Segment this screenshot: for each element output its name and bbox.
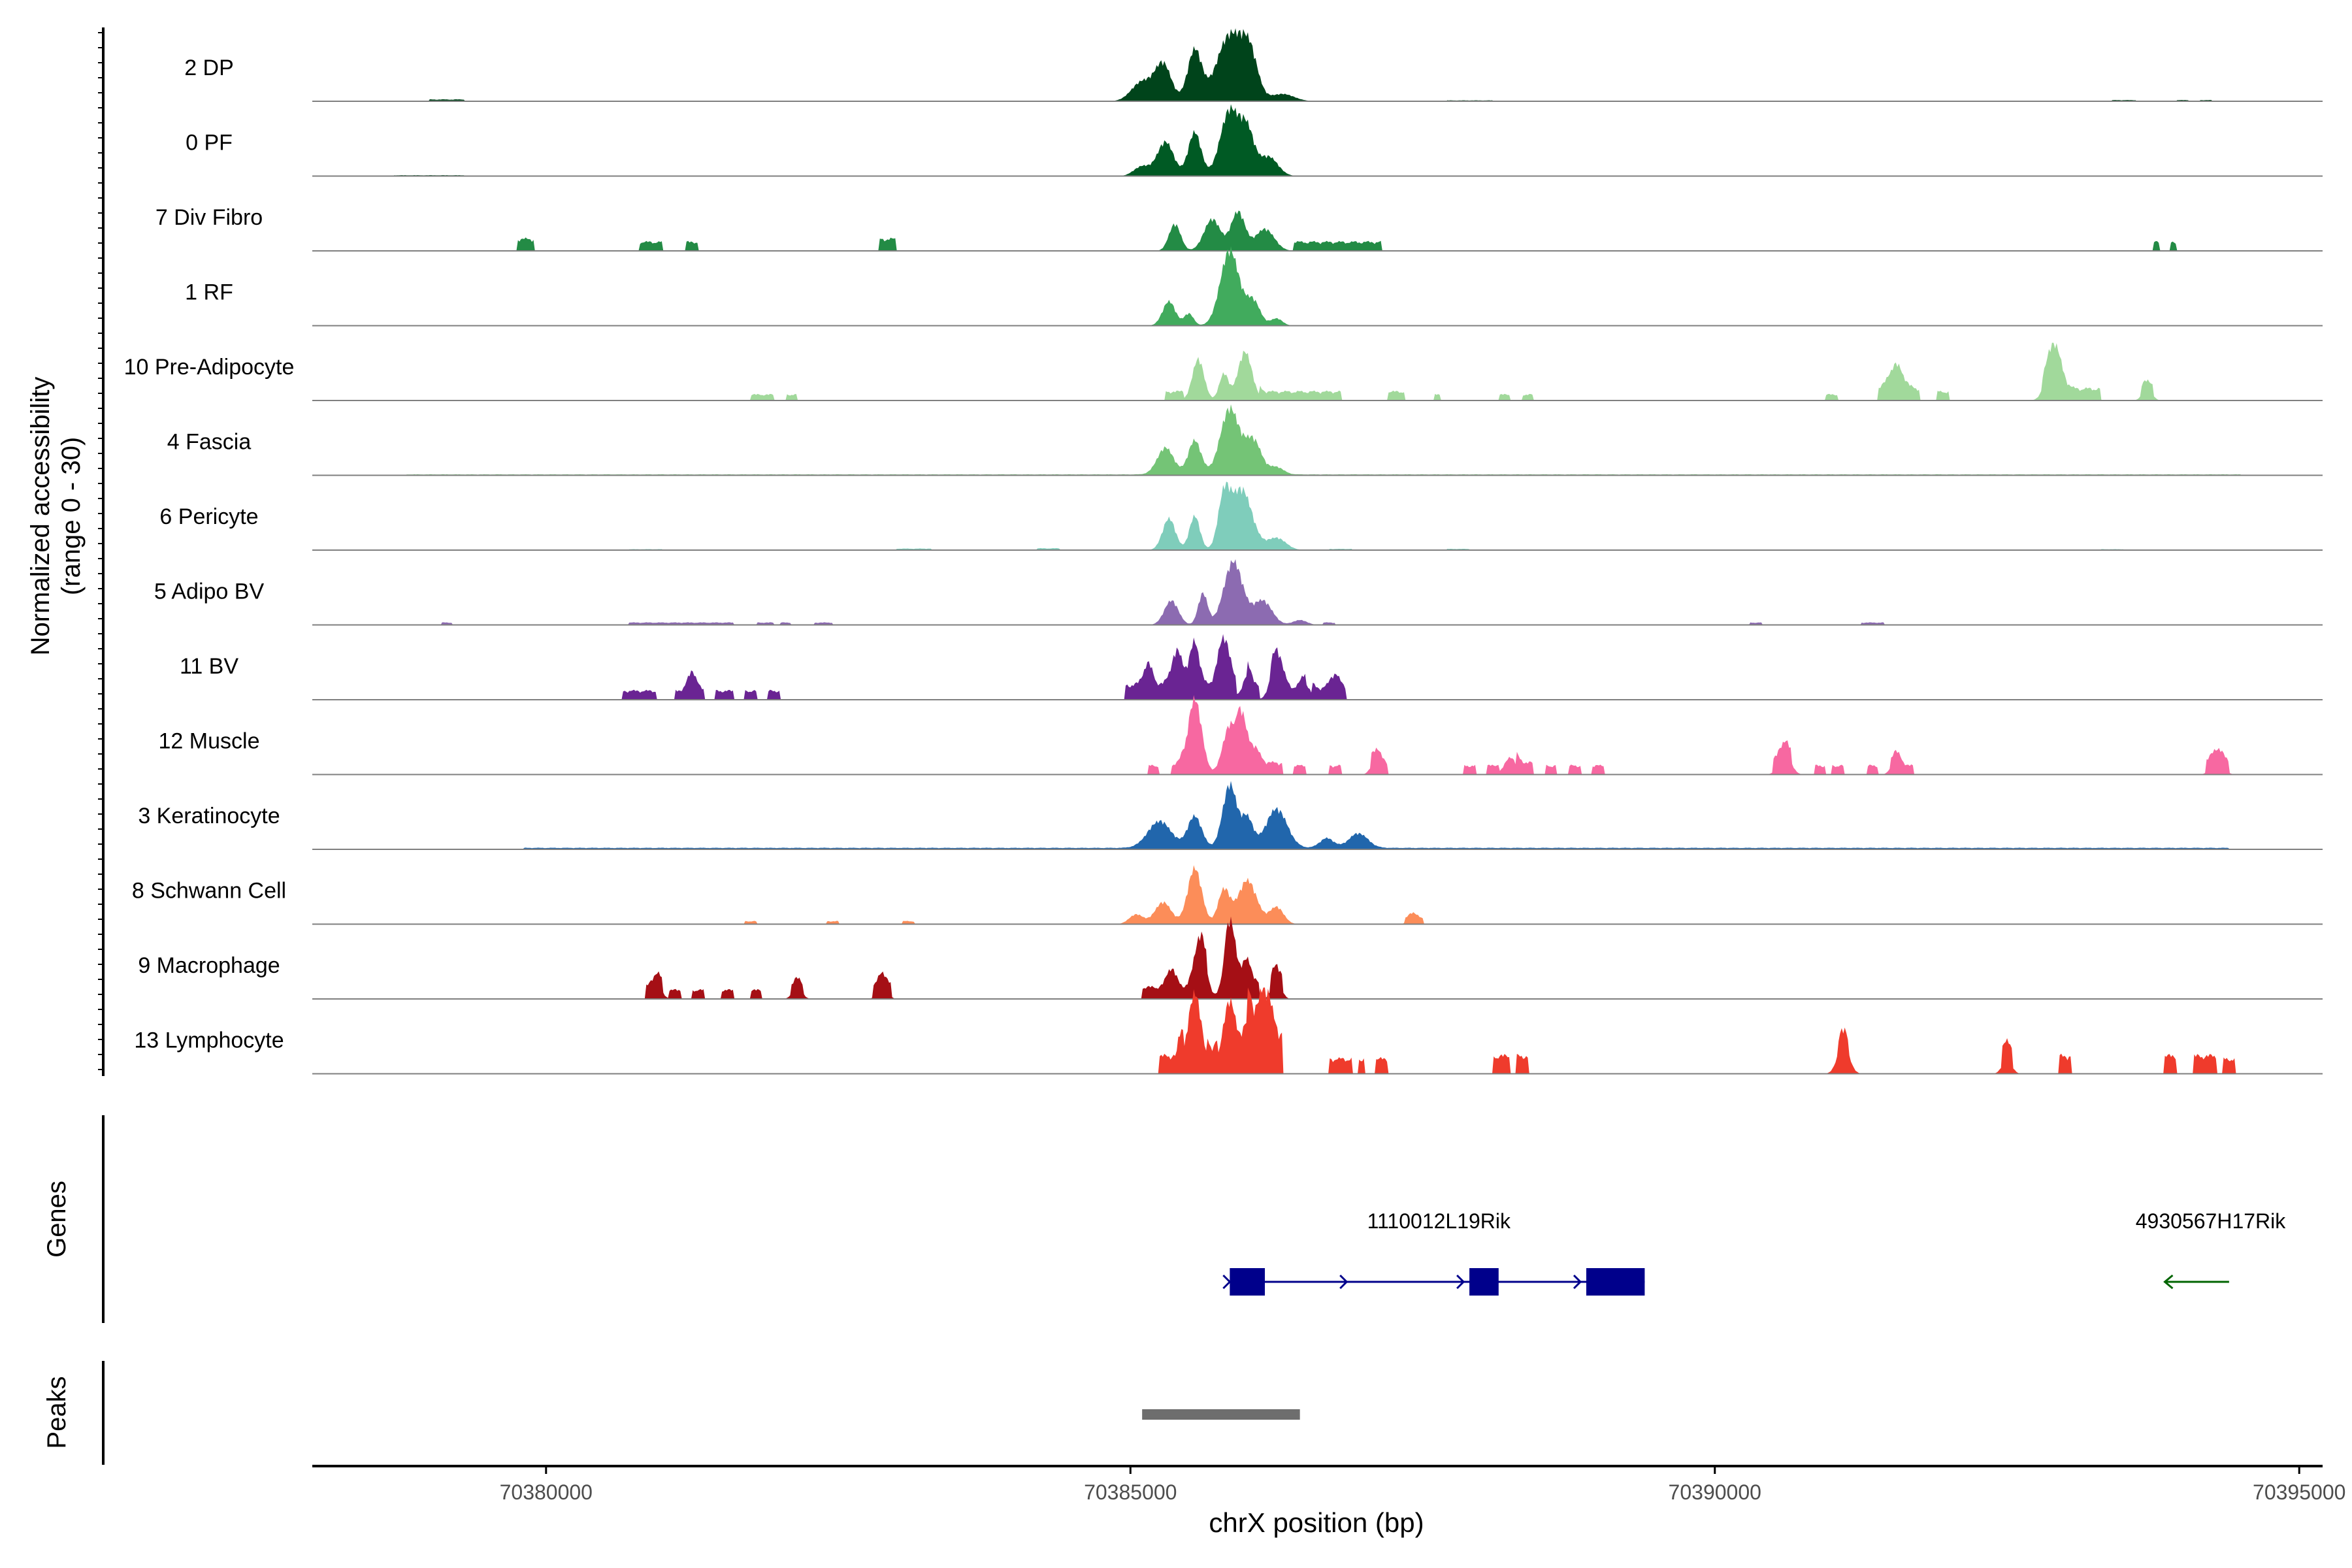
x-tick-label: 70390000 bbox=[1669, 1480, 1761, 1504]
track-label: 0 PF bbox=[186, 131, 233, 155]
strand-arrow-right-icon bbox=[1222, 1274, 1232, 1290]
track-4-fascia: 4 Fascia bbox=[167, 404, 2323, 476]
coverage-area bbox=[312, 104, 2323, 176]
y-axis-label-line2: (range 0 - 30) bbox=[57, 437, 86, 595]
track-label: 3 Keratinocyte bbox=[138, 804, 280, 828]
peak-regions bbox=[1142, 1409, 1300, 1420]
track-5-adipo-bv: 5 Adipo BV bbox=[154, 559, 2323, 626]
strand-arrow-right-icon bbox=[1339, 1274, 1348, 1290]
track-label: 6 Pericyte bbox=[159, 504, 258, 529]
exon bbox=[1586, 1268, 1645, 1296]
track-label: 10 Pre-Adipocyte bbox=[124, 355, 295, 380]
track-2-dp: 2 DP bbox=[184, 28, 2323, 102]
track-label: 8 Schwann Cell bbox=[132, 879, 286, 904]
accessibility-panel: Normalized accessibility (range 0 - 30) … bbox=[26, 27, 2323, 1076]
peaks-panel: Peaks bbox=[42, 1361, 1300, 1465]
peak-region bbox=[1142, 1409, 1300, 1420]
track-7-div-fibro: 7 Div Fibro bbox=[155, 205, 2323, 252]
track-label: 11 BV bbox=[180, 654, 238, 679]
track-label: 9 Macrophage bbox=[138, 953, 280, 978]
coverage-area bbox=[312, 246, 2323, 326]
track-label: 4 Fascia bbox=[167, 430, 252, 455]
coverage-area bbox=[312, 342, 2323, 400]
track-label: 7 Div Fibro bbox=[155, 205, 263, 230]
x-tick-label: 70385000 bbox=[1084, 1480, 1177, 1504]
x-tick-label: 70380000 bbox=[500, 1480, 593, 1504]
exon bbox=[1469, 1268, 1499, 1296]
genes-label: Genes bbox=[42, 1181, 71, 1258]
coverage-area bbox=[312, 987, 2323, 1074]
genes-panel: Genes 1110012L19Rik 4930567H17Rik bbox=[42, 1115, 2286, 1323]
strand-arrow-right-icon bbox=[1573, 1274, 1582, 1290]
track-10-pre-adipocyte: 10 Pre-Adipocyte bbox=[124, 342, 2323, 401]
x-axis: 70380000 70385000 70390000 70395000 chrX po… bbox=[312, 1465, 2345, 1538]
coverage-area bbox=[312, 28, 2323, 102]
gene-1110012l19rik: 1110012L19Rik bbox=[1222, 1209, 1645, 1296]
peaks-label: Peaks bbox=[42, 1376, 71, 1448]
coverage-area bbox=[312, 781, 2323, 849]
track-label: 12 Muscle bbox=[159, 729, 260, 754]
track-label: 5 Adipo BV bbox=[154, 580, 265, 604]
track-9-macrophage: 9 Macrophage bbox=[138, 916, 2323, 1000]
track-label: 13 Lymphocyte bbox=[134, 1028, 284, 1053]
track-0-pf: 0 PF bbox=[186, 104, 2323, 177]
x-tick-label: 70395000 bbox=[2253, 1480, 2345, 1504]
y-axis-label-line1: Normalized accessibility bbox=[26, 377, 55, 656]
coverage-area bbox=[312, 210, 2323, 251]
x-axis-label: chrX position (bp) bbox=[1209, 1507, 1424, 1538]
coverage-area bbox=[312, 916, 2323, 999]
coverage-area bbox=[312, 404, 2323, 476]
track-12-muscle: 12 Muscle bbox=[159, 695, 2323, 776]
track-3-keratinocyte: 3 Keratinocyte bbox=[138, 781, 2323, 850]
gene-4930567h17rik: 4930567H17Rik bbox=[2136, 1209, 2287, 1290]
x-axis-ticks: 70380000 70385000 70390000 70395000 bbox=[500, 1466, 2345, 1504]
gene-annotations: 1110012L19Rik 4930567H17Rik bbox=[1222, 1209, 2287, 1296]
coverage-tracks: 2 DP 0 PF 7 Div Fibro 1 RF 10 Pre-Adipocyte 4… bbox=[124, 28, 2323, 1075]
coverage-area bbox=[312, 634, 2323, 700]
track-11-bv: 11 BV bbox=[180, 634, 2323, 700]
strand-arrow-right-icon bbox=[1456, 1274, 1465, 1290]
exon bbox=[1230, 1268, 1265, 1296]
track-label: 2 DP bbox=[184, 56, 234, 80]
gene-label: 1110012L19Rik bbox=[1367, 1209, 1511, 1233]
track-6-pericyte: 6 Pericyte bbox=[159, 482, 2323, 551]
coverage-area bbox=[312, 695, 2323, 775]
strand-arrow-left-icon bbox=[2163, 1274, 2174, 1290]
track-1-rf: 1 RF bbox=[185, 246, 2323, 327]
coverage-area bbox=[312, 865, 2323, 924]
y-axis-minor-ticks bbox=[98, 32, 103, 1070]
coverage-area bbox=[312, 559, 2323, 625]
track-8-schwann-cell: 8 Schwann Cell bbox=[132, 865, 2323, 925]
track-label: 1 RF bbox=[185, 280, 233, 305]
gene-label: 4930567H17Rik bbox=[2136, 1209, 2287, 1233]
track-13-lymphocyte: 13 Lymphocyte bbox=[134, 987, 2323, 1075]
coverage-area bbox=[312, 482, 2323, 550]
